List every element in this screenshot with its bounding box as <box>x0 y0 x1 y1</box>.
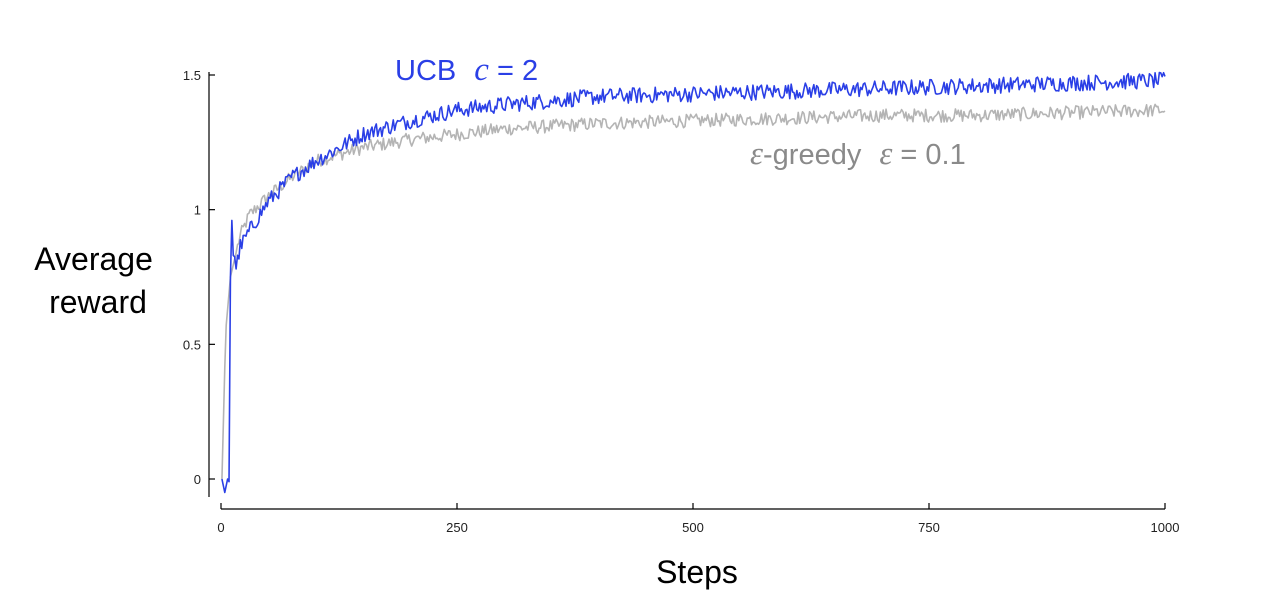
ucb-label-name: UCB <box>395 55 456 87</box>
ucb-param: c <box>474 52 489 88</box>
ucb-label: UCB c = 2 <box>395 52 538 88</box>
y-tick-label: 1.5 <box>183 68 201 83</box>
egreedy-label-name: -greedy <box>763 139 862 171</box>
y-tick-label: 0 <box>194 472 201 487</box>
egreedy-value: = 0.1 <box>892 139 965 171</box>
y-tick-label: 1 <box>194 203 201 218</box>
x-tick-label: 0 <box>217 520 224 535</box>
series-lines <box>221 71 1166 494</box>
y-axis-title-line-1: Average <box>34 241 153 277</box>
x-axis-title: Steps <box>656 554 738 590</box>
ucb-value: = 2 <box>489 55 538 87</box>
egreedy-symbol: ε <box>750 136 763 172</box>
x-tick-label: 750 <box>918 520 940 535</box>
y-axis-title-line-2: reward <box>49 284 147 320</box>
y-axis-title: Average reward <box>34 241 162 320</box>
egreedy-param: ε <box>879 136 892 172</box>
y-tick-label: 0.5 <box>183 337 201 352</box>
x-tick-label: 250 <box>446 520 468 535</box>
ucb-series-line <box>221 71 1166 494</box>
egreedy-label: ε-greedy ε = 0.1 <box>750 136 966 172</box>
x-tick-label: 1000 <box>1151 520 1180 535</box>
x-tick-label: 500 <box>682 520 704 535</box>
y-ticks: 0 0.5 1 1.5 <box>183 68 215 487</box>
x-ticks: 0 250 500 750 1000 <box>217 503 1179 535</box>
egreedy-series-line <box>221 103 1166 480</box>
